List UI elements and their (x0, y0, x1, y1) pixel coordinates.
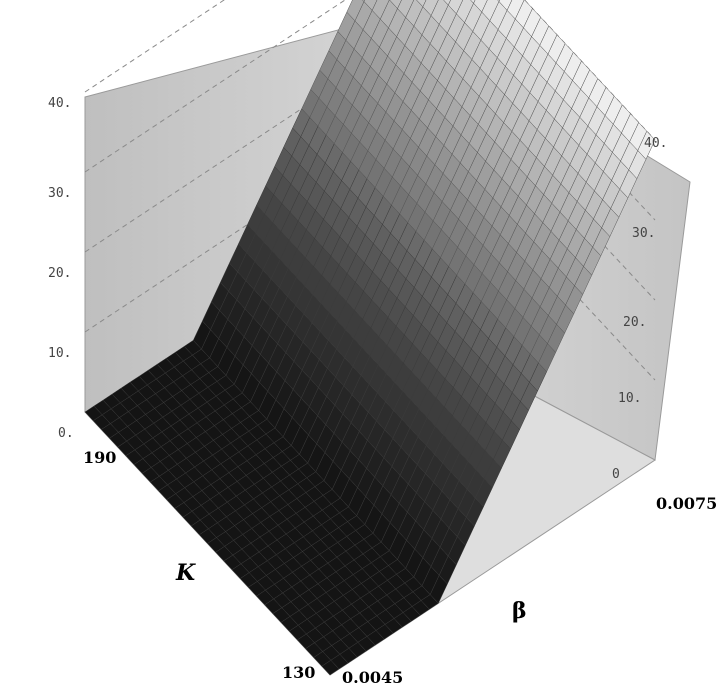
surface-cell (498, 0, 513, 11)
z-tick-right-40: 40. (644, 136, 667, 151)
z-tick-right-30: 30. (632, 226, 655, 241)
wall-gridline-z40 (84, 0, 656, 141)
surface-cell (473, 0, 488, 13)
z-tick-left-0: 0. (58, 426, 74, 441)
z-tick-left-10: 10. (48, 346, 71, 361)
k-axis-max-label: 190 (83, 448, 116, 467)
surface-mesh (84, 0, 656, 676)
beta-axis-min-label: 0.0045 (342, 668, 403, 687)
surface-cell (470, 0, 476, 4)
k-axis-min-label: 130 (282, 663, 315, 682)
z-tick-left-40: 40. (48, 96, 71, 111)
z-tick-right-0: 0 (612, 467, 620, 482)
surface-cell (389, 0, 402, 10)
z-axis-ticks-left: 0. 10. 20. 30. 40. (48, 96, 74, 441)
surface-cell (497, 0, 500, 2)
z-tick-right-20: 20. (623, 315, 646, 330)
beta-axis-max-label: 0.0075 (656, 494, 717, 513)
z-axis-ticks-right: 0 10. 20. 30. 40. (612, 136, 667, 482)
surface-cell (363, 0, 378, 11)
z-tick-left-30: 30. (48, 186, 71, 201)
surface-cell (362, 0, 366, 3)
z-tick-right-10: 10. (618, 391, 641, 406)
k-axis-title: K (175, 560, 196, 586)
z-tick-left-20: 20. (48, 266, 71, 281)
wall-gridline-z30 (84, 0, 656, 221)
surface-cell (637, 130, 656, 160)
beta-axis-title: β (512, 598, 527, 624)
